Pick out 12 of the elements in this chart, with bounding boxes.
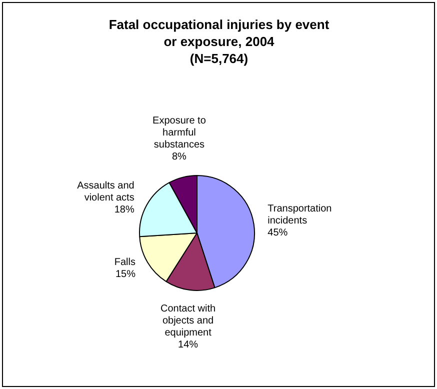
chart-subtitle: (N=5,764) [190, 51, 248, 66]
data-label: 45% [268, 228, 288, 239]
chart-title: Fatal occupational injuries by event or exposure, 2004 [108, 17, 330, 50]
data-label: 18% [114, 204, 134, 216]
slice-label: Transportation incidents [268, 204, 332, 227]
slice-label: Contact with objects and equipment [160, 304, 216, 339]
slice-label: Assaults and violent acts [77, 180, 134, 204]
slice-label: Falls [114, 257, 136, 268]
data-label: 14% [178, 340, 198, 351]
slice-label: Exposure to harmful substances [152, 115, 206, 150]
data-label: 15% [115, 269, 136, 280]
data-label: 8% [172, 151, 187, 162]
